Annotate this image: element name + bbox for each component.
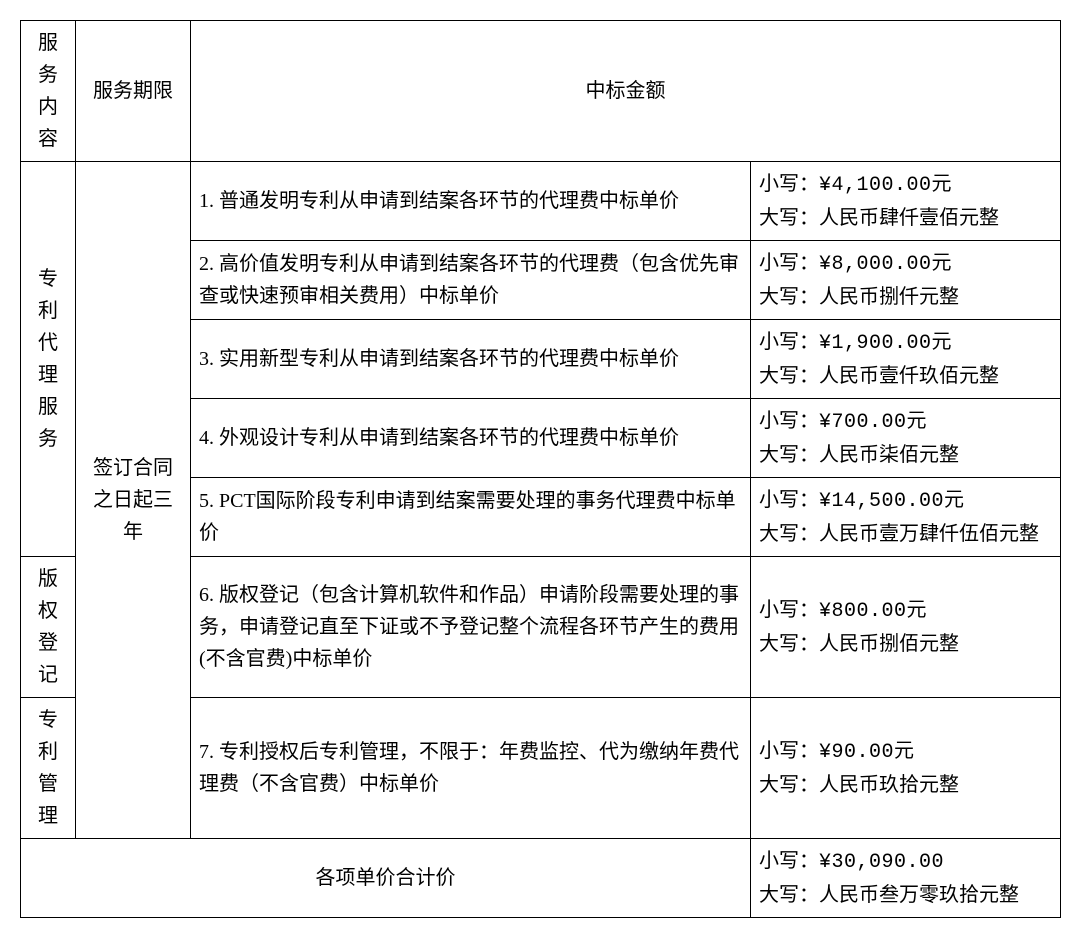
total-amount: 小写：¥30,090.00 大写：人民币叁万零玖拾元整	[751, 839, 1061, 918]
amount-lower: ¥14,500.00元	[819, 490, 965, 513]
amount-upper: 人民币壹仟玖佰元整	[819, 365, 999, 387]
label-lower: 小写：	[759, 252, 819, 274]
label-lower: 小写：	[759, 740, 819, 762]
item-desc: 3. 实用新型专利从申请到结案各环节的代理费中标单价	[191, 320, 751, 399]
label-upper: 大写：	[759, 286, 819, 308]
label-lower: 小写：	[759, 489, 819, 511]
table-row: 专利代理服务 签订合同之日起三年 1. 普通发明专利从申请到结案各环节的代理费中…	[21, 162, 1061, 241]
amount-lower: ¥8,000.00元	[819, 253, 952, 276]
amount-upper: 人民币壹万肆仟伍佰元整	[819, 523, 1039, 545]
label-upper: 大写：	[759, 365, 819, 387]
service-group-patent-mgmt: 专利管理	[21, 698, 76, 839]
header-bid-amount: 中标金额	[191, 21, 1061, 162]
pricing-table: 服务内容 服务期限 中标金额 专利代理服务 签订合同之日起三年 1. 普通发明专…	[20, 20, 1061, 918]
label-lower: 小写：	[759, 331, 819, 353]
item-amount: 小写：¥4,100.00元 大写：人民币肆仟壹佰元整	[751, 162, 1061, 241]
item-amount: 小写：¥800.00元 大写：人民币捌佰元整	[751, 557, 1061, 698]
header-service-content: 服务内容	[21, 21, 76, 162]
item-amount: 小写：¥1,900.00元 大写：人民币壹仟玖佰元整	[751, 320, 1061, 399]
amount-upper: 人民币柒佰元整	[819, 444, 959, 466]
label-lower: 小写：	[759, 599, 819, 621]
label-upper: 大写：	[759, 523, 819, 545]
amount-upper: 人民币肆仟壹佰元整	[819, 207, 999, 229]
item-desc: 1. 普通发明专利从申请到结案各环节的代理费中标单价	[191, 162, 751, 241]
item-amount: 小写：¥14,500.00元 大写：人民币壹万肆仟伍佰元整	[751, 478, 1061, 557]
label-lower: 小写：	[759, 173, 819, 195]
amount-lower: ¥800.00元	[819, 600, 927, 623]
item-amount: 小写：¥8,000.00元 大写：人民币捌仟元整	[751, 241, 1061, 320]
table-header-row: 服务内容 服务期限 中标金额	[21, 21, 1061, 162]
amount-upper: 人民币玖拾元整	[819, 774, 959, 796]
amount-upper: 人民币捌佰元整	[819, 633, 959, 655]
total-label: 各项单价合计价	[21, 839, 751, 918]
amount-lower: ¥90.00元	[819, 741, 915, 764]
service-group-copyright-reg: 版权登记	[21, 557, 76, 698]
label-upper: 大写：	[759, 207, 819, 229]
label-upper: 大写：	[759, 633, 819, 655]
amount-lower: ¥4,100.00元	[819, 174, 952, 197]
item-desc: 6. 版权登记（包含计算机软件和作品）申请阶段需要处理的事务，申请登记直至下证或…	[191, 557, 751, 698]
label-upper: 大写：	[759, 444, 819, 466]
label-lower: 小写：	[759, 410, 819, 432]
amount-upper: 人民币叁万零玖拾元整	[819, 884, 1019, 906]
item-amount: 小写：¥90.00元 大写：人民币玖拾元整	[751, 698, 1061, 839]
header-service-period: 服务期限	[76, 21, 191, 162]
label-lower: 小写：	[759, 850, 819, 872]
label-upper: 大写：	[759, 774, 819, 796]
item-desc: 7. 专利授权后专利管理，不限于：年费监控、代为缴纳年费代理费（不含官费）中标单…	[191, 698, 751, 839]
item-desc: 5. PCT国际阶段专利申请到结案需要处理的事务代理费中标单价	[191, 478, 751, 557]
amount-lower: ¥1,900.00元	[819, 332, 952, 355]
amount-lower: ¥700.00元	[819, 411, 927, 434]
amount-lower: ¥30,090.00	[819, 851, 944, 874]
table-total-row: 各项单价合计价 小写：¥30,090.00 大写：人民币叁万零玖拾元整	[21, 839, 1061, 918]
item-amount: 小写：¥700.00元 大写：人民币柒佰元整	[751, 399, 1061, 478]
item-desc: 4. 外观设计专利从申请到结案各环节的代理费中标单价	[191, 399, 751, 478]
item-desc: 2. 高价值发明专利从申请到结案各环节的代理费（包含优先审查或快速预审相关费用）…	[191, 241, 751, 320]
service-group-patent-agency: 专利代理服务	[21, 162, 76, 557]
service-period-cell: 签订合同之日起三年	[76, 162, 191, 839]
amount-upper: 人民币捌仟元整	[819, 286, 959, 308]
label-upper: 大写：	[759, 884, 819, 906]
